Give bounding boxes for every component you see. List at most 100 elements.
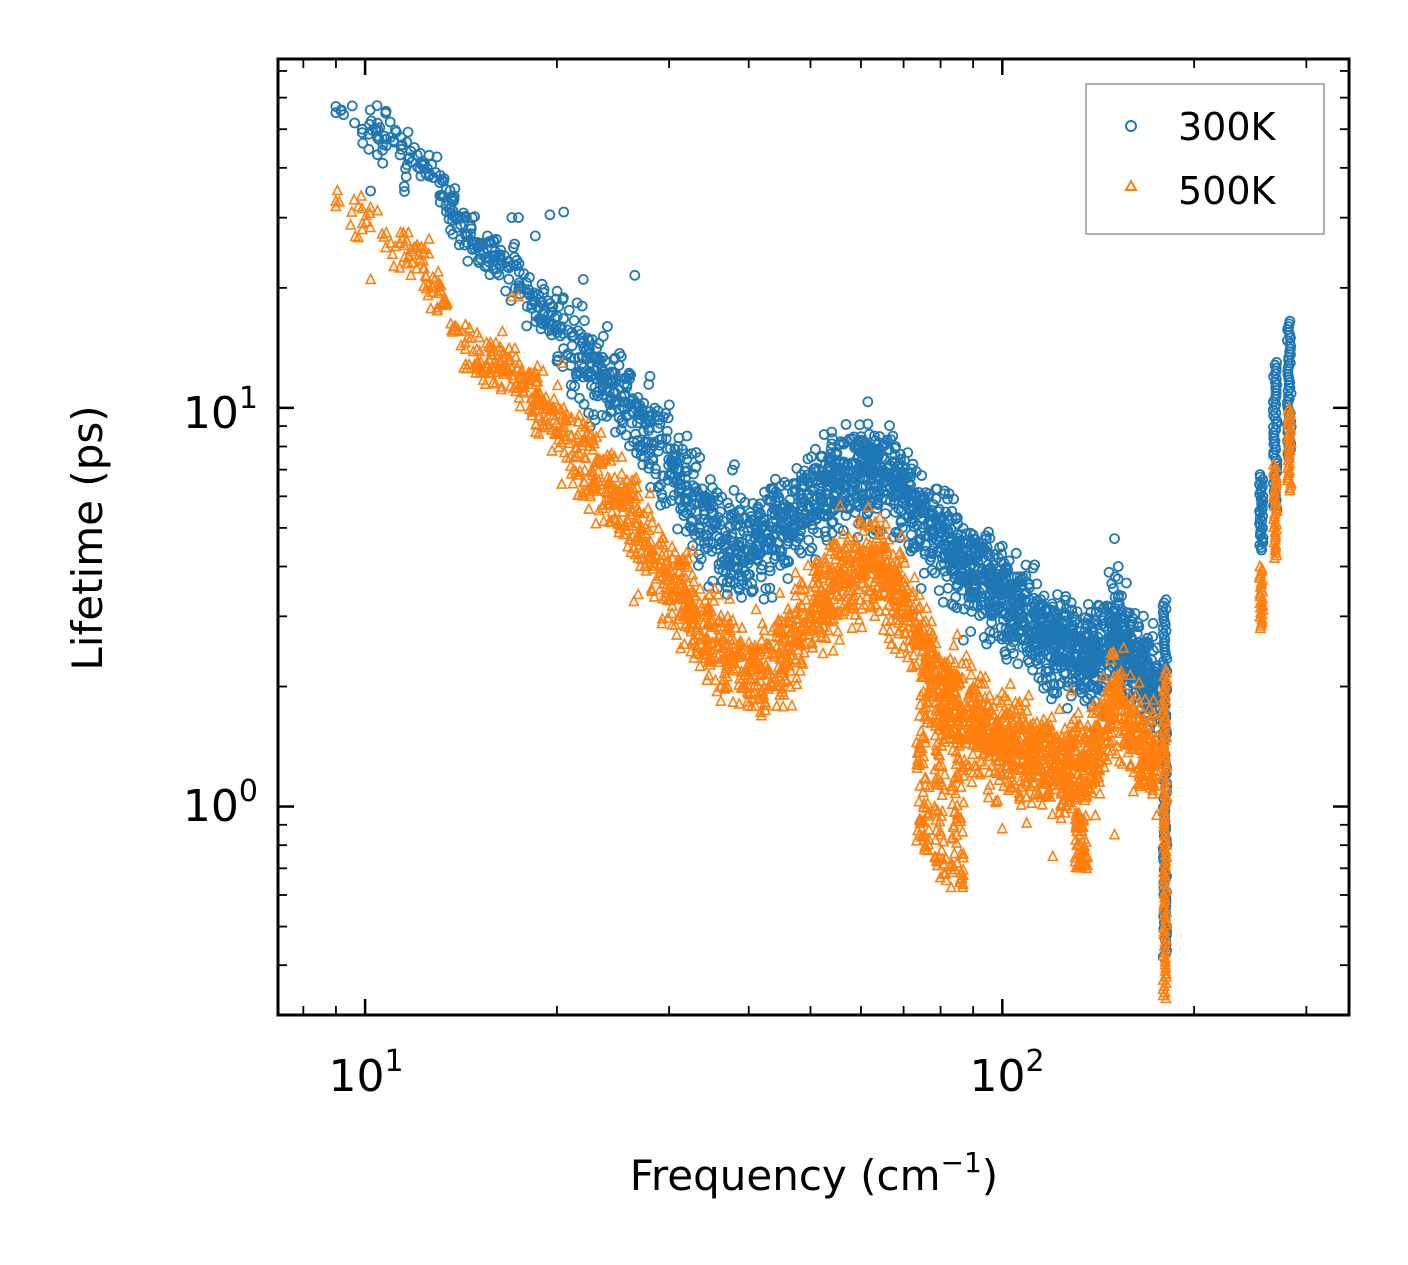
series-300k-point: [649, 402, 661, 414]
series-300k-point: [1033, 672, 1045, 684]
series-300k-point: [1036, 600, 1048, 612]
series-300k-point: [681, 430, 693, 442]
series-300k-point: [1045, 671, 1057, 683]
series-300k-point: [782, 573, 794, 584]
series-300k-point: [565, 379, 577, 391]
series-300k-point: [1001, 653, 1013, 665]
series-300k-point: [459, 228, 471, 239]
series-300k-point: [1036, 615, 1048, 627]
series-300k-point: [726, 528, 738, 540]
series-300k-point: [893, 503, 904, 515]
series-300k-point: [364, 104, 376, 116]
series-300k-point: [1003, 589, 1014, 601]
series-300k-point: [942, 493, 953, 505]
series-300k-point: [623, 367, 635, 379]
series-300k-point: [926, 523, 938, 535]
series-300k-point: [633, 406, 645, 418]
series-300k-point: [926, 564, 938, 576]
series-300k-point: [977, 543, 989, 555]
series-300k-point: [1091, 643, 1103, 655]
series-300k-point: [669, 471, 680, 483]
series-300k-point: [629, 269, 641, 281]
series-300k-point: [1024, 594, 1035, 606]
series-300k-point: [807, 523, 819, 535]
series-300k-point: [1078, 683, 1090, 695]
series-300k-point: [400, 171, 412, 183]
series-300k-point: [399, 185, 410, 197]
series-300k-point: [547, 300, 559, 312]
series-300k-point: [996, 540, 1008, 552]
series-300k-point: [577, 273, 589, 285]
series-300k-point: [483, 236, 495, 247]
series-300k-point: [1077, 641, 1089, 652]
series-300k-point: [717, 575, 728, 586]
series-300k-point: [693, 523, 705, 535]
series-300k-point: [676, 483, 688, 494]
series-300k-point: [330, 101, 342, 112]
series-300k-point: [1033, 651, 1044, 663]
series-300k-point: [745, 553, 756, 565]
series-300k-point: [349, 117, 361, 129]
series-300k-point: [705, 494, 717, 506]
series-300k-point: [615, 351, 627, 362]
series-300k-point: [983, 526, 994, 538]
series-300k-point: [532, 301, 544, 313]
series-300k-point: [673, 494, 685, 506]
series-300k-point: [979, 567, 991, 579]
series-300k-point: [753, 548, 764, 560]
series-300k-point: [946, 532, 957, 544]
series-300k-point: [490, 233, 502, 245]
series-300k-point: [831, 447, 843, 459]
series-300k-point: [762, 493, 773, 505]
series-300k-point: [363, 143, 375, 155]
series-300k-point: [1018, 616, 1030, 627]
series-300k-point: [371, 149, 383, 161]
series-300k-point: [931, 483, 943, 495]
series-300k-point: [764, 561, 775, 573]
series-300k-point: [1006, 628, 1017, 640]
series-300k-point: [655, 499, 666, 511]
series-300k-point: [938, 521, 950, 533]
series-300k-point: [980, 573, 991, 585]
series-300k-point: [1073, 669, 1085, 681]
series-300k-point: [732, 561, 744, 572]
series-300k-point: [509, 251, 520, 263]
series-300k-point: [1138, 653, 1150, 664]
series-300k-point: [1015, 626, 1027, 637]
series-300k-point: [1041, 680, 1053, 692]
series-300k-point: [988, 627, 1000, 639]
series-300k-point: [707, 575, 719, 587]
series-300k-point: [590, 365, 601, 377]
series-300k-point: [1047, 639, 1059, 650]
series-300k-point: [693, 560, 704, 571]
series-300k-point: [585, 366, 596, 378]
series-300k-point: [1024, 645, 1036, 657]
series-300k-point: [877, 466, 889, 477]
series-300k-point: [1106, 616, 1118, 627]
series-300k-point: [867, 457, 879, 469]
series-300k-point: [729, 459, 740, 471]
series-300k-point: [999, 646, 1011, 658]
series-300k-point: [776, 507, 787, 519]
series-300k-point: [799, 472, 811, 484]
series-300k-point: [602, 321, 613, 332]
series-300k-point: [885, 495, 896, 507]
series-300k-point: [330, 107, 342, 119]
series-300k-point: [652, 405, 664, 417]
series-300k-point: [660, 497, 672, 509]
series-300k-point: [615, 390, 627, 402]
series-300k-point: [644, 370, 656, 382]
series-300k-point: [1112, 561, 1124, 572]
series-300k-point: [906, 517, 918, 529]
series-300k-point: [782, 479, 793, 491]
series-300k-point: [937, 596, 949, 608]
series-300k-point: [669, 443, 681, 455]
series-300k-point: [905, 529, 917, 541]
series-300k-point: [643, 424, 655, 436]
series-300k-point: [1086, 649, 1097, 661]
series-300k-point: [777, 532, 789, 543]
series-300k-point: [1075, 684, 1086, 695]
series-300k-point: [813, 464, 825, 476]
series-300k-point: [546, 318, 558, 330]
